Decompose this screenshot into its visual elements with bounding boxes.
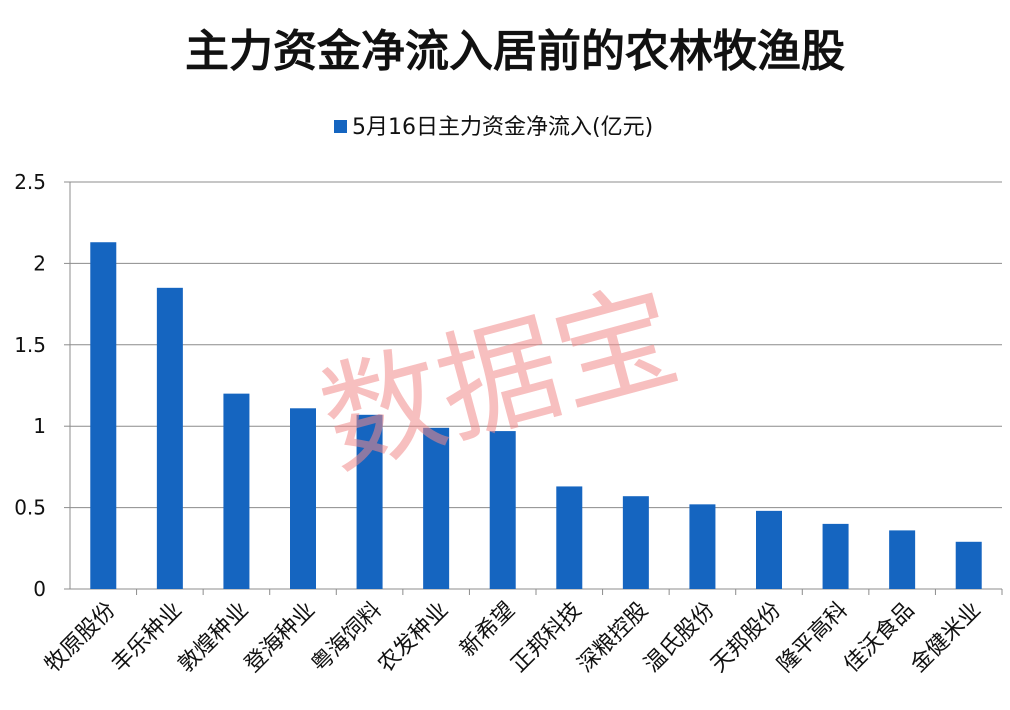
y-tick-label: 2.5 <box>14 170 46 194</box>
x-tick-label: 温氏股份 <box>640 598 720 678</box>
bar-5 <box>356 414 383 589</box>
bar-3 <box>223 393 250 589</box>
x-tick-label: 牧原股份 <box>41 598 121 678</box>
x-tick-label: 正邦科技 <box>507 598 587 678</box>
bar-13 <box>889 530 916 589</box>
y-tick-label: 2 <box>33 251 46 275</box>
x-tick-label: 丰乐种业 <box>107 598 187 678</box>
legend-label: 5月16日主力资金净流入(亿元) <box>352 115 653 140</box>
y-tick-label: 1 <box>33 414 46 438</box>
bars <box>90 242 982 589</box>
y-tick-label: 0.5 <box>14 496 46 520</box>
x-tick-label: 新希望 <box>456 598 520 662</box>
x-tick-label: 敦煌种业 <box>174 598 254 678</box>
bar-7 <box>489 431 516 589</box>
y-tick-label: 1.5 <box>14 333 46 357</box>
chart-title: 主力资金净流入居前的农林牧渔股 <box>185 26 845 77</box>
y-tick-label: 0 <box>33 577 46 601</box>
bar-9 <box>622 496 649 589</box>
y-axis-ticks: 0 0.5 1 1.5 2 2.5 <box>14 170 46 601</box>
bar-4 <box>290 408 316 589</box>
bar-1 <box>90 242 117 589</box>
bar-2 <box>156 287 183 589</box>
bar-12 <box>822 523 849 589</box>
x-tick-label: 农发种业 <box>373 598 453 678</box>
bar-6 <box>423 427 450 589</box>
x-tick-label: 深粮控股 <box>573 598 653 678</box>
x-tick-label: 天邦股份 <box>706 598 786 678</box>
bar-11 <box>756 510 782 589</box>
bar-14 <box>955 541 982 589</box>
x-tick-label: 金健米业 <box>906 598 986 678</box>
legend-swatch <box>334 120 347 133</box>
bar-8 <box>556 486 583 589</box>
x-tick-label: 粤海饲料 <box>307 598 387 678</box>
x-tick-label: 佳沃食品 <box>839 598 919 678</box>
bar-10 <box>689 504 716 589</box>
x-tick-label: 隆平高科 <box>773 598 853 678</box>
x-tick-label: 登海种业 <box>240 598 320 678</box>
